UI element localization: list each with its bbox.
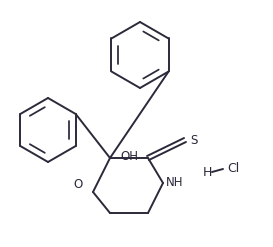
Text: O: O — [73, 179, 83, 191]
Text: NH: NH — [166, 177, 183, 189]
Text: Cl: Cl — [227, 162, 239, 174]
Text: OH: OH — [120, 149, 138, 163]
Text: S: S — [190, 133, 197, 146]
Text: H: H — [202, 166, 212, 180]
